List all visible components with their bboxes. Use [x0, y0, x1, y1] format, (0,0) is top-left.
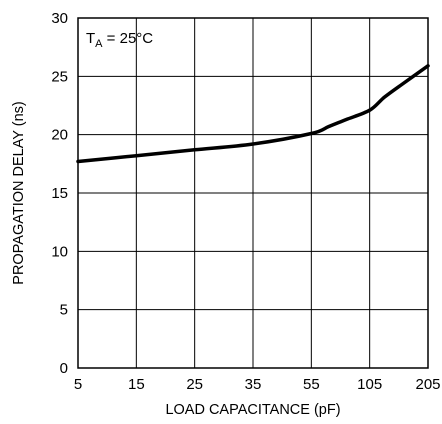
- delay-curve: [76, 64, 430, 164]
- y-tick-label: 30: [51, 10, 68, 27]
- annotation-rest: = 25°C: [103, 30, 154, 47]
- y-tick-label: 20: [51, 127, 68, 144]
- x-tick-label: 25: [186, 376, 203, 393]
- y-axis-title: PROPAGATION DELAY (ns): [11, 101, 27, 284]
- x-tick-label: 55: [303, 376, 320, 393]
- y-tick-label: 15: [51, 185, 68, 202]
- x-tick-label: 5: [74, 376, 82, 393]
- x-axis-title: LOAD CAPACITANCE (pF): [165, 402, 340, 418]
- y-tick-label: 25: [51, 68, 68, 85]
- x-tick-label: 205: [415, 376, 440, 393]
- x-tick-label: 15: [128, 376, 145, 393]
- y-tick-label: 0: [60, 360, 68, 377]
- annotation-base: T: [86, 30, 95, 47]
- x-tick-label: 105: [357, 376, 382, 393]
- y-tick-labels: 0 5 10 15 20 25 30: [51, 10, 68, 377]
- temperature-annotation: TA = 25°C: [86, 30, 153, 50]
- grid-lines: [78, 18, 428, 368]
- plot-frame: [77, 17, 429, 369]
- y-tick-label: 10: [51, 243, 68, 260]
- annotation-subscript: A: [95, 38, 103, 50]
- y-tick-label: 5: [60, 302, 68, 319]
- x-tick-labels: 5 15 25 35 55 105 205: [74, 376, 441, 393]
- x-tick-label: 35: [245, 376, 262, 393]
